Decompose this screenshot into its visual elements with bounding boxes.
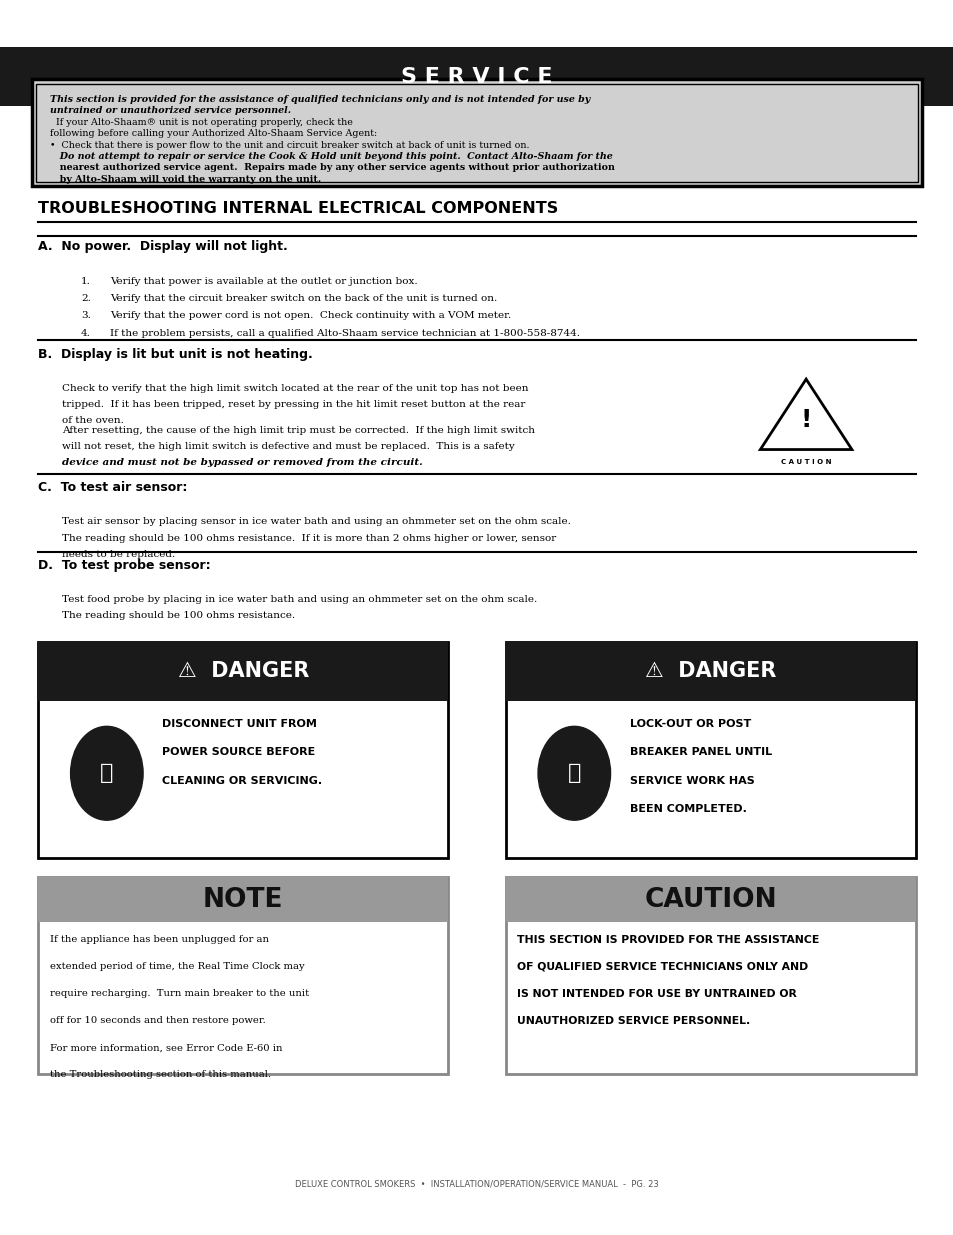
Text: device and must not be bypassed or removed from the circuit.: device and must not be bypassed or remov…: [62, 458, 422, 467]
Text: TROUBLESHOOTING INTERNAL ELECTRICAL COMPONENTS: TROUBLESHOOTING INTERNAL ELECTRICAL COMP…: [38, 201, 558, 216]
Text: If the appliance has been unplugged for an: If the appliance has been unplugged for …: [50, 935, 269, 944]
Text: Test air sensor by placing sensor in ice water bath and using an ohmmeter set on: Test air sensor by placing sensor in ice…: [62, 517, 570, 526]
Bar: [38, 877, 448, 923]
Bar: [38, 877, 448, 1074]
Text: will not reset, the high limit switch is defective and must be replaced.  This i: will not reset, the high limit switch is…: [62, 442, 515, 451]
Bar: [38, 642, 448, 700]
Text: require recharging.  Turn main breaker to the unit: require recharging. Turn main breaker to…: [50, 989, 309, 998]
Bar: [0, 47, 953, 106]
Text: After resetting, the cause of the high limit trip must be corrected.  If the hig: After resetting, the cause of the high l…: [62, 426, 535, 435]
Text: S E R V I C E: S E R V I C E: [401, 67, 552, 86]
Text: •  Check that there is power flow to the unit and circuit breaker switch at back: • Check that there is power flow to the …: [50, 141, 529, 149]
Bar: [505, 877, 915, 923]
Text: ✋: ✋: [567, 763, 580, 783]
Text: NOTE: NOTE: [203, 887, 283, 913]
Text: needs to be replaced.: needs to be replaced.: [62, 550, 175, 558]
Text: ⚠  DANGER: ⚠ DANGER: [177, 662, 309, 682]
Text: extended period of time, the Real Time Clock may: extended period of time, the Real Time C…: [50, 962, 304, 971]
Bar: [505, 642, 915, 700]
Text: BREAKER PANEL UNTIL: BREAKER PANEL UNTIL: [629, 747, 771, 757]
Text: D.  To test probe sensor:: D. To test probe sensor:: [38, 558, 211, 572]
Text: of the oven.: of the oven.: [62, 416, 124, 425]
Text: off for 10 seconds and then restore power.: off for 10 seconds and then restore powe…: [50, 1016, 265, 1025]
Text: DISCONNECT UNIT FROM: DISCONNECT UNIT FROM: [162, 719, 316, 729]
Bar: [32, 79, 921, 186]
Bar: [36, 84, 917, 182]
Text: Check to verify that the high limit switch located at the rear of the unit top h: Check to verify that the high limit swit…: [62, 384, 528, 393]
Text: This section is provided for the assistance of qualified technicians only and is: This section is provided for the assista…: [50, 95, 589, 104]
Text: If your Alto-Shaam® unit is not operating properly, check the: If your Alto-Shaam® unit is not operatin…: [50, 117, 352, 127]
Text: ✋: ✋: [100, 763, 113, 783]
Text: THIS SECTION IS PROVIDED FOR THE ASSISTANCE: THIS SECTION IS PROVIDED FOR THE ASSISTA…: [517, 935, 819, 945]
Text: 3.: 3.: [81, 311, 91, 320]
Bar: [38, 642, 448, 858]
Text: tripped.  If it has been tripped, reset by pressing in the hit limit reset butto: tripped. If it has been tripped, reset b…: [62, 400, 525, 409]
Text: following before calling your Authorized Alto-Shaam Service Agent:: following before calling your Authorized…: [50, 130, 376, 138]
Bar: [505, 642, 915, 858]
Text: BEEN COMPLETED.: BEEN COMPLETED.: [629, 804, 746, 814]
Text: nearest authorized service agent.  Repairs made by any other service agents with: nearest authorized service agent. Repair…: [50, 163, 614, 172]
Text: !: !: [800, 408, 811, 432]
Text: 2.: 2.: [81, 294, 91, 303]
Text: Verify that power is available at the outlet or junction box.: Verify that power is available at the ou…: [110, 277, 416, 285]
Bar: [505, 877, 915, 1074]
Text: ⚠  DANGER: ⚠ DANGER: [644, 662, 776, 682]
Text: Verify that the circuit breaker switch on the back of the unit is turned on.: Verify that the circuit breaker switch o…: [110, 294, 497, 303]
Text: 1.: 1.: [81, 277, 91, 285]
Text: The reading should be 100 ohms resistance.: The reading should be 100 ohms resistanc…: [62, 611, 294, 620]
Text: If the problem persists, call a qualified Alto-Shaam service technician at 1-800: If the problem persists, call a qualifie…: [110, 329, 579, 337]
Circle shape: [71, 726, 143, 820]
Text: DELUXE CONTROL SMOKERS  •  INSTALLATION/OPERATION/SERVICE MANUAL  -  PG. 23: DELUXE CONTROL SMOKERS • INSTALLATION/OP…: [294, 1179, 659, 1188]
Text: C.  To test air sensor:: C. To test air sensor:: [38, 480, 188, 494]
Text: Do not attempt to repair or service the Cook & Hold unit beyond this point.  Con: Do not attempt to repair or service the …: [50, 152, 612, 161]
Text: Test food probe by placing in ice water bath and using an ohmmeter set on the oh: Test food probe by placing in ice water …: [62, 595, 537, 604]
Text: CLEANING OR SERVICING.: CLEANING OR SERVICING.: [162, 776, 322, 785]
Text: 4.: 4.: [81, 329, 91, 337]
Text: Verify that the power cord is not open.  Check continuity with a VOM meter.: Verify that the power cord is not open. …: [110, 311, 511, 320]
Text: The reading should be 100 ohms resistance.  If it is more than 2 ohms higher or : The reading should be 100 ohms resistanc…: [62, 534, 556, 542]
Text: C A U T I O N: C A U T I O N: [781, 459, 830, 466]
Text: A.  No power.  Display will not light.: A. No power. Display will not light.: [38, 240, 288, 253]
Text: by Alto-Shaam will void the warranty on the unit.: by Alto-Shaam will void the warranty on …: [50, 174, 320, 184]
Text: UNAUTHORIZED SERVICE PERSONNEL.: UNAUTHORIZED SERVICE PERSONNEL.: [517, 1016, 749, 1026]
Polygon shape: [760, 379, 851, 450]
Text: For more information, see Error Code E-60 in: For more information, see Error Code E-6…: [50, 1044, 282, 1052]
Text: untrained or unauthorized service personnel.: untrained or unauthorized service person…: [50, 106, 291, 115]
Text: the Troubleshooting section of this manual.: the Troubleshooting section of this manu…: [50, 1071, 271, 1079]
Text: POWER SOURCE BEFORE: POWER SOURCE BEFORE: [162, 747, 315, 757]
Text: SERVICE WORK HAS: SERVICE WORK HAS: [629, 776, 754, 785]
Text: B.  Display is lit but unit is not heating.: B. Display is lit but unit is not heatin…: [38, 347, 313, 361]
Text: OF QUALIFIED SERVICE TECHNICIANS ONLY AND: OF QUALIFIED SERVICE TECHNICIANS ONLY AN…: [517, 962, 807, 972]
Text: LOCK-OUT OR POST: LOCK-OUT OR POST: [629, 719, 750, 729]
Text: IS NOT INTENDED FOR USE BY UNTRAINED OR: IS NOT INTENDED FOR USE BY UNTRAINED OR: [517, 989, 796, 999]
Text: CAUTION: CAUTION: [643, 887, 777, 913]
Circle shape: [537, 726, 610, 820]
